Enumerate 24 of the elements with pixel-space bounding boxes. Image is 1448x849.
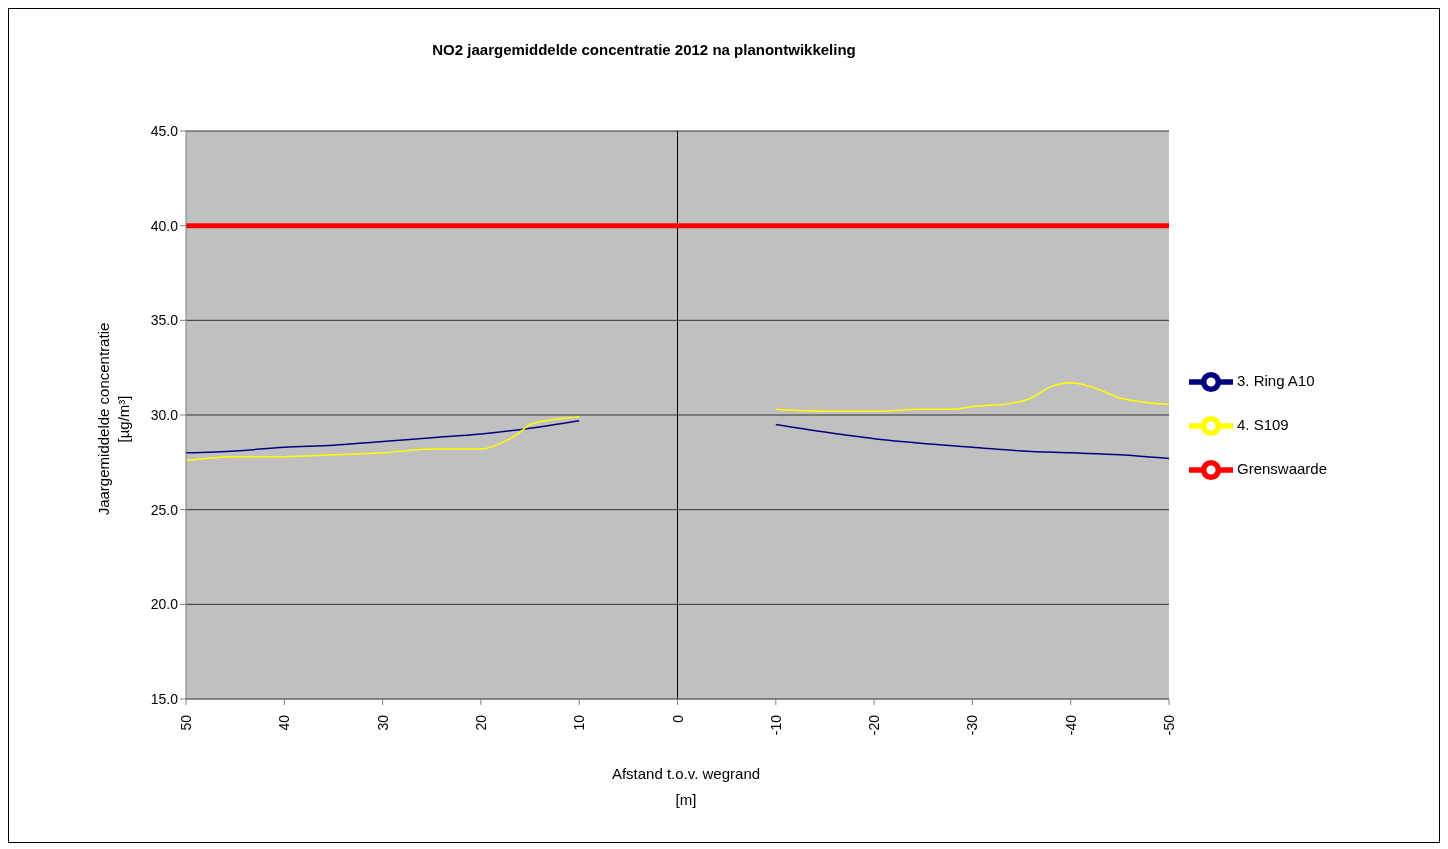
y-tick-label: 20.0 <box>150 596 179 613</box>
x-tick-label: -20 <box>866 714 883 736</box>
y-tick-label: 40.0 <box>150 217 179 234</box>
x-tick-label: 40 <box>276 714 293 731</box>
y-axis-title: Jaargemiddelde concentratie [µg/m³] <box>94 322 133 516</box>
legend-label: 3. Ring A10 <box>1237 371 1315 389</box>
x-tick-label: -50 <box>1161 714 1177 736</box>
x-tick-label: 50 <box>178 714 194 731</box>
x-tick-label: 0 <box>669 714 686 723</box>
y-tick-label: 35.0 <box>150 312 179 329</box>
y-tick-label: 30.0 <box>150 406 179 423</box>
chart-title: NO2 jaargemiddelde concentratie 2012 na planontwikkeling <box>431 41 857 58</box>
y-tick-label: 25.0 <box>150 501 179 518</box>
x-tick-label: -40 <box>1062 714 1079 736</box>
x-tick-label: 30 <box>374 714 391 731</box>
y-tick-label: 15.0 <box>150 690 179 707</box>
legend-label: 4. S109 <box>1237 415 1289 433</box>
y-tick-label: 45.0 <box>150 122 179 139</box>
x-tick-label: -10 <box>767 714 784 736</box>
legend-label: Grenswaarde <box>1237 459 1328 477</box>
x-tick-label: 10 <box>571 714 588 731</box>
x-axis-title: Afstand t.o.v. wegrand [m] <box>610 764 762 810</box>
x-tick-label: 20 <box>472 714 489 731</box>
x-tick-label: -30 <box>964 714 981 736</box>
